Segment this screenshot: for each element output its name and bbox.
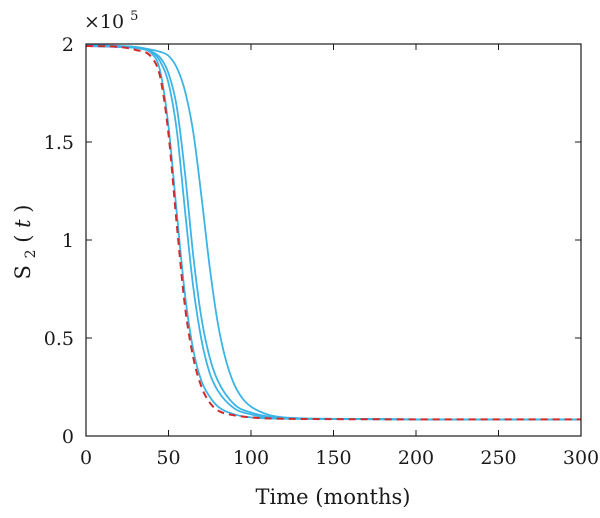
series-line-blue-1 [85, 45, 581, 421]
series-line-dashed-red-5 [85, 44, 581, 421]
series-line-blue-3 [85, 45, 581, 421]
series-line-blue-2 [85, 45, 581, 421]
plot-curves [85, 44, 581, 421]
y-axis-title-variable: t [11, 219, 35, 228]
y-axis-multiplier-exponent: 5 [130, 9, 138, 24]
y-axis-ticks: 0 0.5 1 1.5 2 [44, 34, 581, 448]
y-axis-multiplier-prefix: ×10 [84, 11, 124, 33]
y-tick-label: 2 [62, 34, 74, 56]
y-axis-title-base: S [11, 265, 35, 279]
x-tick-label: 0 [80, 447, 92, 469]
plot-frame [85, 43, 582, 437]
series-line-blue-4 [85, 44, 581, 421]
x-tick-label: 50 [156, 447, 180, 469]
y-axis-multiplier: ×10 5 [84, 9, 138, 33]
x-axis-title: Time (months) [256, 485, 411, 509]
x-tick-label: 150 [315, 447, 351, 469]
y-tick-label: 1.5 [44, 132, 74, 154]
y-axis-title-open-paren: ( [11, 235, 35, 243]
x-tick-label: 300 [563, 447, 599, 469]
x-axis-ticks: 0 50 100 150 200 250 300 [80, 44, 599, 469]
x-tick-label: 100 [233, 447, 269, 469]
x-tick-label: 250 [480, 447, 516, 469]
y-axis-title: S 2 ( t ) [11, 205, 40, 280]
y-axis-title-subscript: 2 [23, 249, 39, 258]
y-tick-label: 0.5 [44, 328, 74, 350]
y-tick-label: 1 [62, 230, 74, 252]
x-tick-label: 200 [398, 447, 434, 469]
y-tick-label: 0 [62, 426, 74, 448]
y-axis-title-close-paren: ) [11, 205, 35, 213]
